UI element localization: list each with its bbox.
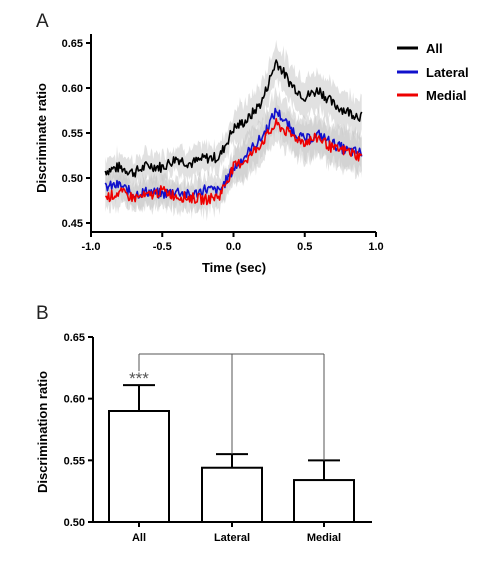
bar-all <box>108 410 170 523</box>
panel-a-x-tick-label: 0.5 <box>297 241 312 253</box>
panel-a-x-tick-label: -1.0 <box>82 241 101 253</box>
panel-a-x-tick-label: -0.5 <box>153 241 172 253</box>
panel-a-error-band-all <box>105 39 362 193</box>
panel-b-y-tick-label: 0.65 <box>64 332 85 344</box>
panel-a-series-line-all <box>104 59 363 178</box>
panel-a-legend-label-medial: Medial <box>426 88 466 103</box>
panel-b-x-tick-label-medial: Medial <box>307 532 341 544</box>
panel-a-x-tick-label: 1.0 <box>368 241 383 253</box>
panel-a-legend: All Lateral Medial <box>397 41 469 103</box>
panel-b-bars: All Lateral Medial <box>108 384 355 544</box>
panel-b-y-tick-label: 0.60 <box>64 394 85 406</box>
panel-b: B 0.500.550.600.65 All Lateral Medial *** … <box>35 303 372 544</box>
panel-a-y-tick-label: 0.65 <box>62 38 83 50</box>
panel-a-series-lines <box>104 59 363 206</box>
bar-lateral <box>201 466 263 524</box>
panel-a-y-axis-title: Discriminate ratio <box>34 83 49 193</box>
significance-stars: *** <box>129 369 149 388</box>
panel-b-y-tick-label: 0.55 <box>64 455 85 467</box>
panel-a-legend-label-all: All <box>426 41 443 56</box>
panel-a-series-line-medial <box>105 117 363 206</box>
panel-a-y-tick-label: 0.55 <box>62 128 83 140</box>
panel-a-axes: 0.45 0.50 0.55 0.60 0.65 -1.0 -0.5 0.0 0.5 1.0 <box>62 34 384 253</box>
panel-b-y-axis-title: Discrimination ratio <box>35 371 50 493</box>
panel-a-y-tick-label: 0.45 <box>62 218 83 230</box>
panel-a-x-axis-title: Time (sec) <box>202 260 266 275</box>
panel-a-x-tick-label: 0.0 <box>226 241 241 253</box>
panel-b-x-tick-label-all: All <box>132 532 146 544</box>
panel-b-y-tick-label: 0.50 <box>64 517 85 529</box>
panel-a-y-tick-label: 0.60 <box>62 83 83 95</box>
panel-b-significance: *** <box>129 353 325 461</box>
panel-a-label: A <box>36 11 49 32</box>
panel-a-legend-label-lateral: Lateral <box>426 65 469 80</box>
panel-b-label: B <box>36 303 49 324</box>
bar-medial <box>293 479 355 524</box>
panel-a: A 0.450.500.550.600.65-1.0 -0.5 0.0 0.5 1.0 … <box>34 11 469 275</box>
panel-b-x-tick-label-lateral: Lateral <box>214 532 250 544</box>
panel-a-y-tick-label: 0.50 <box>62 173 83 185</box>
